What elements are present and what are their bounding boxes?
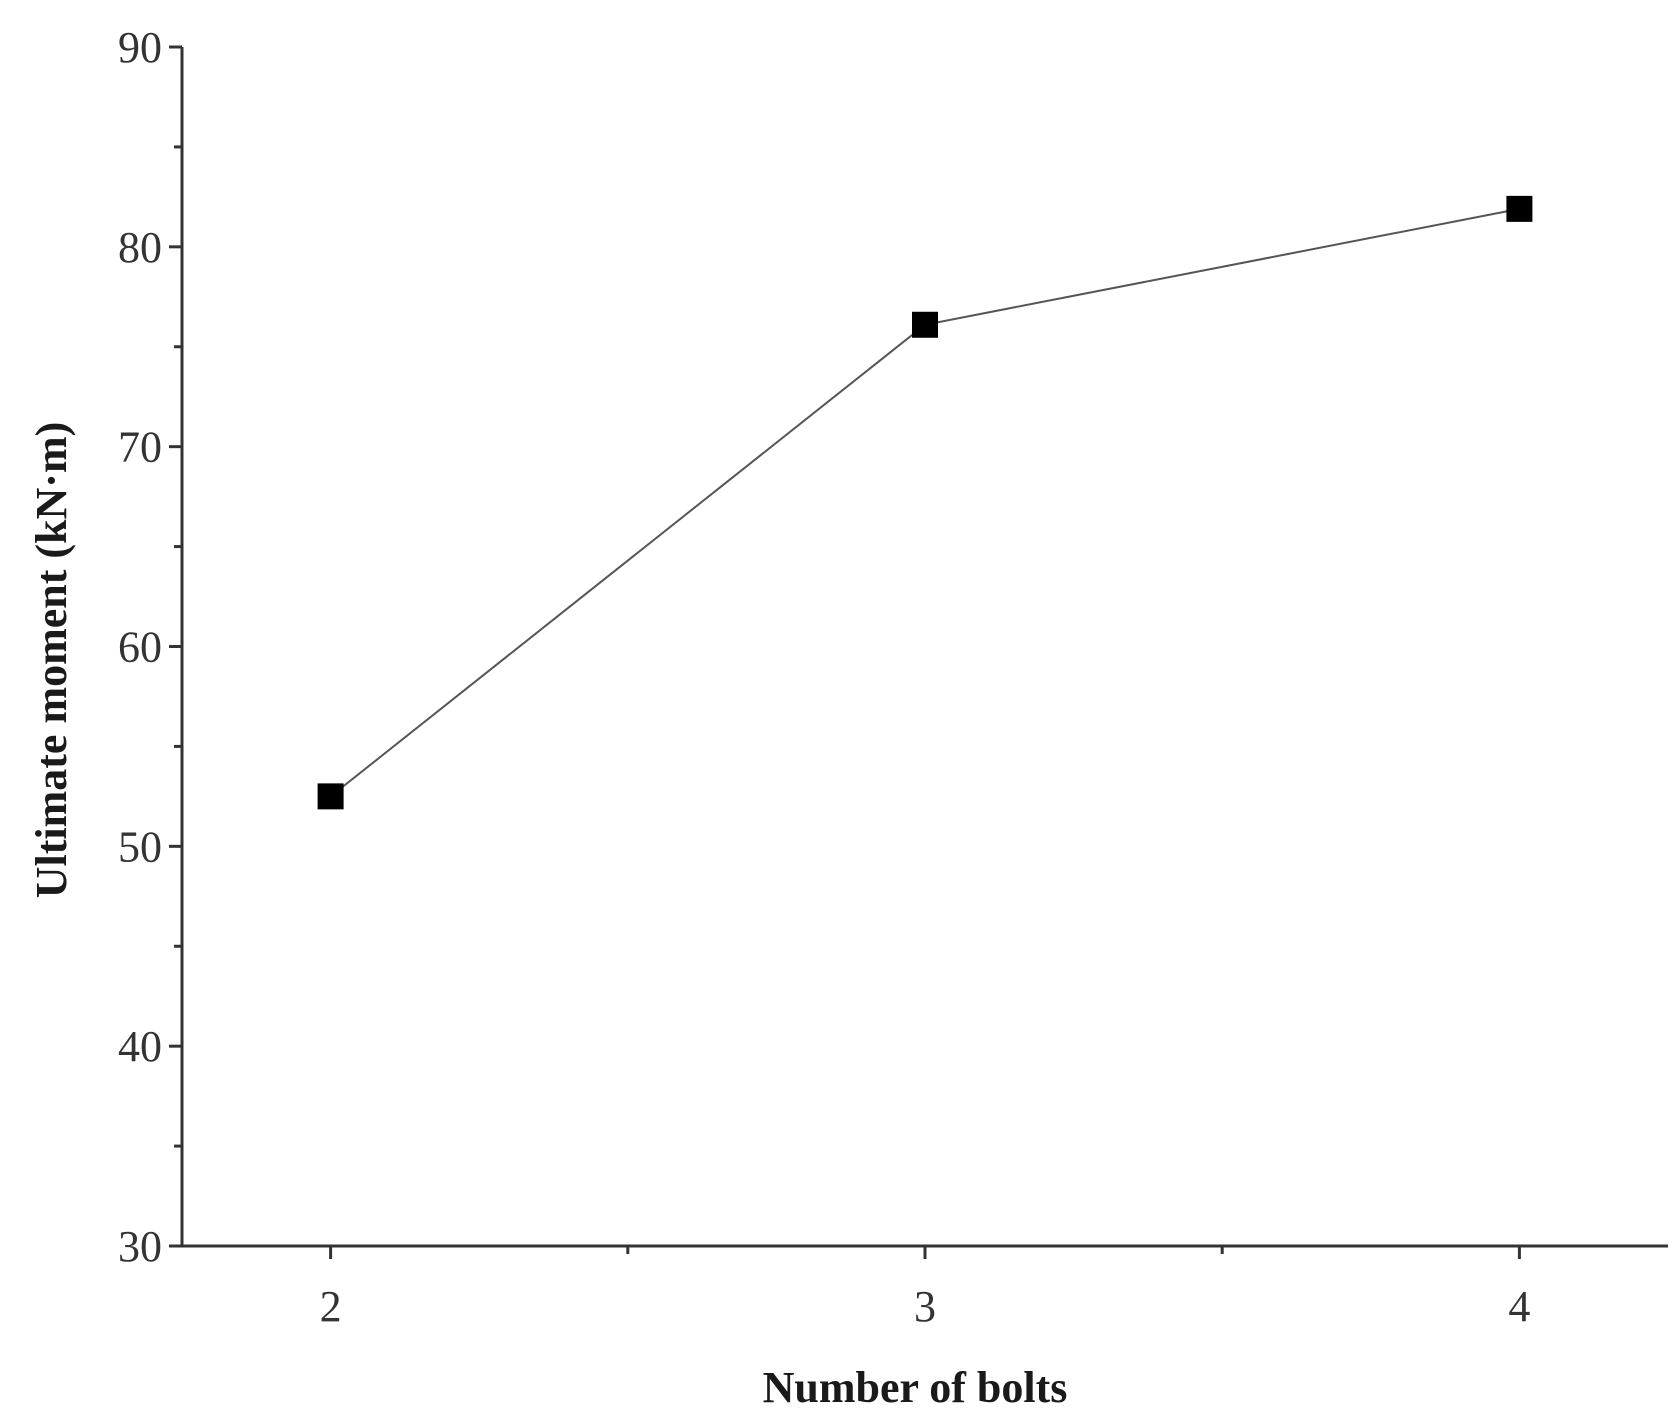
- y-tick-label: 90: [118, 23, 162, 72]
- data-point-marker: [912, 311, 938, 338]
- y-tick-label: 70: [118, 423, 162, 472]
- y-axis-title: Ultimate moment (kN·m): [27, 422, 76, 899]
- y-tick-label: 50: [118, 822, 162, 871]
- y-tick-label: 80: [118, 223, 162, 272]
- x-axis-title: Number of bolts: [763, 1363, 1068, 1412]
- data-point-marker: [317, 783, 344, 810]
- y-tick-label: 40: [118, 1022, 162, 1071]
- x-tick-label: 3: [914, 1282, 936, 1331]
- x-tick-label: 4: [1508, 1282, 1530, 1331]
- y-tick-label: 30: [118, 1222, 162, 1271]
- axes: 30 40 50 60 70 80 90 2 3 4: [118, 23, 1668, 1331]
- y-tick-label: 60: [118, 623, 162, 672]
- x-tick-label: 2: [320, 1282, 342, 1331]
- series-layer: [317, 195, 1533, 810]
- series-line: [329, 207, 1520, 798]
- data-point-marker: [1506, 195, 1533, 222]
